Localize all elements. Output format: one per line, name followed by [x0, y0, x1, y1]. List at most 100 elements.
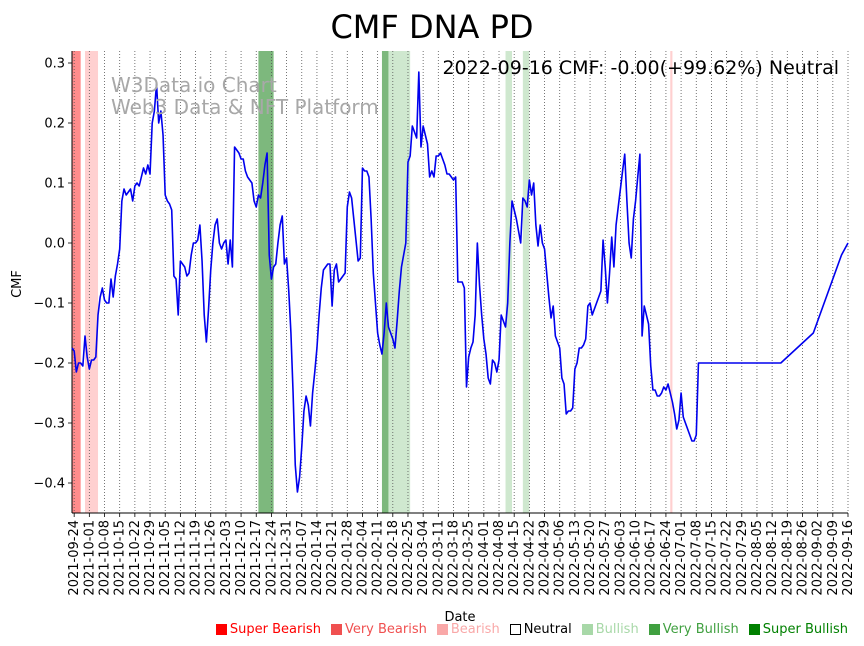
x-tick-label-2022-05-13: 2022-05-13	[568, 520, 583, 596]
x-tick-label-2022-03-11: 2022-03-11	[431, 520, 446, 596]
legend-swatch-icon	[581, 623, 593, 635]
legend-item-super-bullish: Super Bullish	[748, 619, 848, 639]
x-tick-label-2021-10-22: 2021-10-22	[128, 520, 143, 596]
legend-item-very-bearish: Very Bearish	[330, 619, 427, 639]
x-tick-label-2022-02-25: 2022-02-25	[401, 520, 416, 596]
x-tick-label-2022-08-12: 2022-08-12	[765, 520, 780, 596]
x-tick-label-2022-05-06: 2022-05-06	[553, 520, 568, 596]
y-tick-label-3: 0.0	[44, 237, 65, 252]
x-tick-label-2022-09-09: 2022-09-09	[826, 520, 841, 596]
x-tick-label-2022-02-11: 2022-02-11	[371, 520, 386, 596]
legend-item-super-bearish: Super Bearish	[215, 619, 321, 639]
x-tick-label-2022-03-18: 2022-03-18	[446, 520, 461, 596]
x-tick-label-2021-12-17: 2021-12-17	[249, 520, 264, 596]
x-tick-label-2022-01-28: 2022-01-28	[340, 520, 355, 596]
x-tick-label-2022-01-07: 2022-01-07	[295, 520, 310, 596]
legend-label: Very Bearish	[344, 621, 427, 637]
x-axis-label: Date	[444, 610, 475, 625]
legend-item-bullish: Bullish	[581, 619, 639, 639]
x-axis-ticks: 2021-09-24 2021-10-01 2021-10-08 2021-10-15…	[67, 513, 856, 596]
band-1	[85, 51, 99, 513]
legend-item-neutral: Neutral	[509, 619, 572, 639]
x-tick-label-2021-11-12: 2021-11-12	[173, 520, 188, 596]
x-tick-label-2022-08-26: 2022-08-26	[795, 520, 810, 596]
x-tick-label-2021-10-01: 2021-10-01	[82, 520, 97, 596]
x-tick-label-2021-09-24: 2021-09-24	[67, 520, 82, 596]
y-axis-label: CMF	[10, 270, 25, 298]
x-tick-label-2021-11-26: 2021-11-26	[204, 520, 219, 596]
legend-item-bearish: Bearish	[436, 619, 500, 639]
band-2	[258, 51, 274, 513]
x-tick-label-2022-01-21: 2022-01-21	[325, 520, 340, 596]
x-tick-label-2021-10-15: 2021-10-15	[113, 520, 128, 596]
y-tick-label-4: −0.1	[33, 297, 65, 312]
x-tick-label-2021-11-05: 2021-11-05	[158, 520, 173, 596]
band-6	[522, 51, 530, 513]
watermark-line-1: W3Data.io Chart	[111, 73, 277, 97]
x-tick-label-2022-07-29: 2022-07-29	[735, 520, 750, 596]
x-tick-label-2022-08-05: 2022-08-05	[750, 520, 765, 596]
band-3	[381, 51, 389, 513]
y-tick-label-6: −0.3	[33, 417, 65, 432]
x-tick-label-2022-09-16: 2022-09-16	[841, 520, 856, 596]
x-tick-label-2022-05-20: 2022-05-20	[583, 520, 598, 596]
legend-swatch-icon	[330, 623, 342, 635]
legend-label: Super Bearish	[229, 621, 321, 637]
watermark-line-2: Web3 Data & NFT Platform	[111, 95, 379, 119]
x-tick-label-2022-06-03: 2022-06-03	[613, 520, 628, 596]
y-axis-ticks: 0.3 0.2 0.1 0.0 −0.1 −0.2 −0.3 −0.4	[33, 57, 72, 492]
y-tick-label-1: 0.2	[44, 117, 65, 132]
x-tick-label-2022-05-27: 2022-05-27	[598, 520, 613, 596]
legend-label: Very Bullish	[662, 621, 739, 637]
x-tick-label-2022-07-22: 2022-07-22	[720, 520, 735, 596]
x-tick-label-2022-09-02: 2022-09-02	[811, 520, 826, 596]
legend-swatch-icon	[748, 623, 760, 635]
axes	[71, 51, 848, 514]
legend-swatch-icon	[648, 623, 660, 635]
x-tick-label-2022-04-01: 2022-04-01	[477, 520, 492, 596]
legend-swatch-icon	[509, 623, 521, 635]
x-tick-label-2021-10-29: 2021-10-29	[143, 520, 158, 596]
signal-bands	[72, 51, 673, 513]
x-tick-label-2021-12-24: 2021-12-24	[264, 520, 279, 596]
x-tick-label-2022-06-10: 2022-06-10	[629, 520, 644, 596]
x-tick-label-2022-06-24: 2022-06-24	[659, 520, 674, 596]
band-0	[72, 51, 81, 513]
legend-item-very-bullish: Very Bullish	[648, 619, 739, 639]
y-tick-label-0: 0.3	[44, 57, 65, 72]
chart-title: CMF DNA PD	[330, 8, 533, 46]
x-tick-label-2022-07-08: 2022-07-08	[689, 520, 704, 596]
legend-label: Neutral	[523, 621, 572, 637]
x-tick-label-2022-01-14: 2022-01-14	[310, 520, 325, 596]
legend-label: Bearish	[450, 621, 500, 637]
legend-label: Super Bullish	[762, 621, 848, 637]
x-tick-label-2022-07-01: 2022-07-01	[674, 520, 689, 596]
cmf-series-line	[71, 71, 849, 493]
x-tick-label-2022-03-04: 2022-03-04	[416, 520, 431, 596]
x-tick-label-2022-08-19: 2022-08-19	[780, 520, 795, 596]
x-tick-label-2021-11-19: 2021-11-19	[189, 520, 204, 596]
x-tick-label-2022-04-22: 2022-04-22	[522, 520, 537, 596]
x-tick-label-2021-10-08: 2021-10-08	[98, 520, 113, 596]
legend-swatch-icon	[436, 623, 448, 635]
date-gridlines	[73, 51, 849, 513]
band-4	[388, 51, 411, 513]
legend-swatch-icon	[215, 623, 227, 635]
x-tick-label-2021-12-03: 2021-12-03	[219, 520, 234, 596]
x-tick-label-2022-02-18: 2022-02-18	[386, 520, 401, 596]
x-tick-label-2022-06-17: 2022-06-17	[644, 520, 659, 596]
y-tick-label-5: −0.2	[33, 357, 65, 372]
band-7	[670, 51, 673, 513]
x-tick-label-2022-04-15: 2022-04-15	[507, 520, 522, 596]
legend: Super Bearish Very Bearish Bearish Neutral B…	[0, 619, 848, 639]
x-tick-label-2022-04-29: 2022-04-29	[538, 520, 553, 596]
y-tick-label-2: 0.1	[44, 177, 65, 192]
x-tick-label-2021-12-31: 2021-12-31	[280, 520, 295, 596]
latest-value-annotation: 2022-09-16 CMF: -0.00(+99.62%) Neutral	[442, 57, 839, 79]
x-tick-label-2022-02-04: 2022-02-04	[355, 520, 370, 596]
legend-label: Bullish	[595, 621, 639, 637]
x-tick-label-2021-12-10: 2021-12-10	[234, 520, 249, 596]
x-tick-label-2022-04-08: 2022-04-08	[492, 520, 507, 596]
x-tick-label-2022-03-25: 2022-03-25	[462, 520, 477, 596]
